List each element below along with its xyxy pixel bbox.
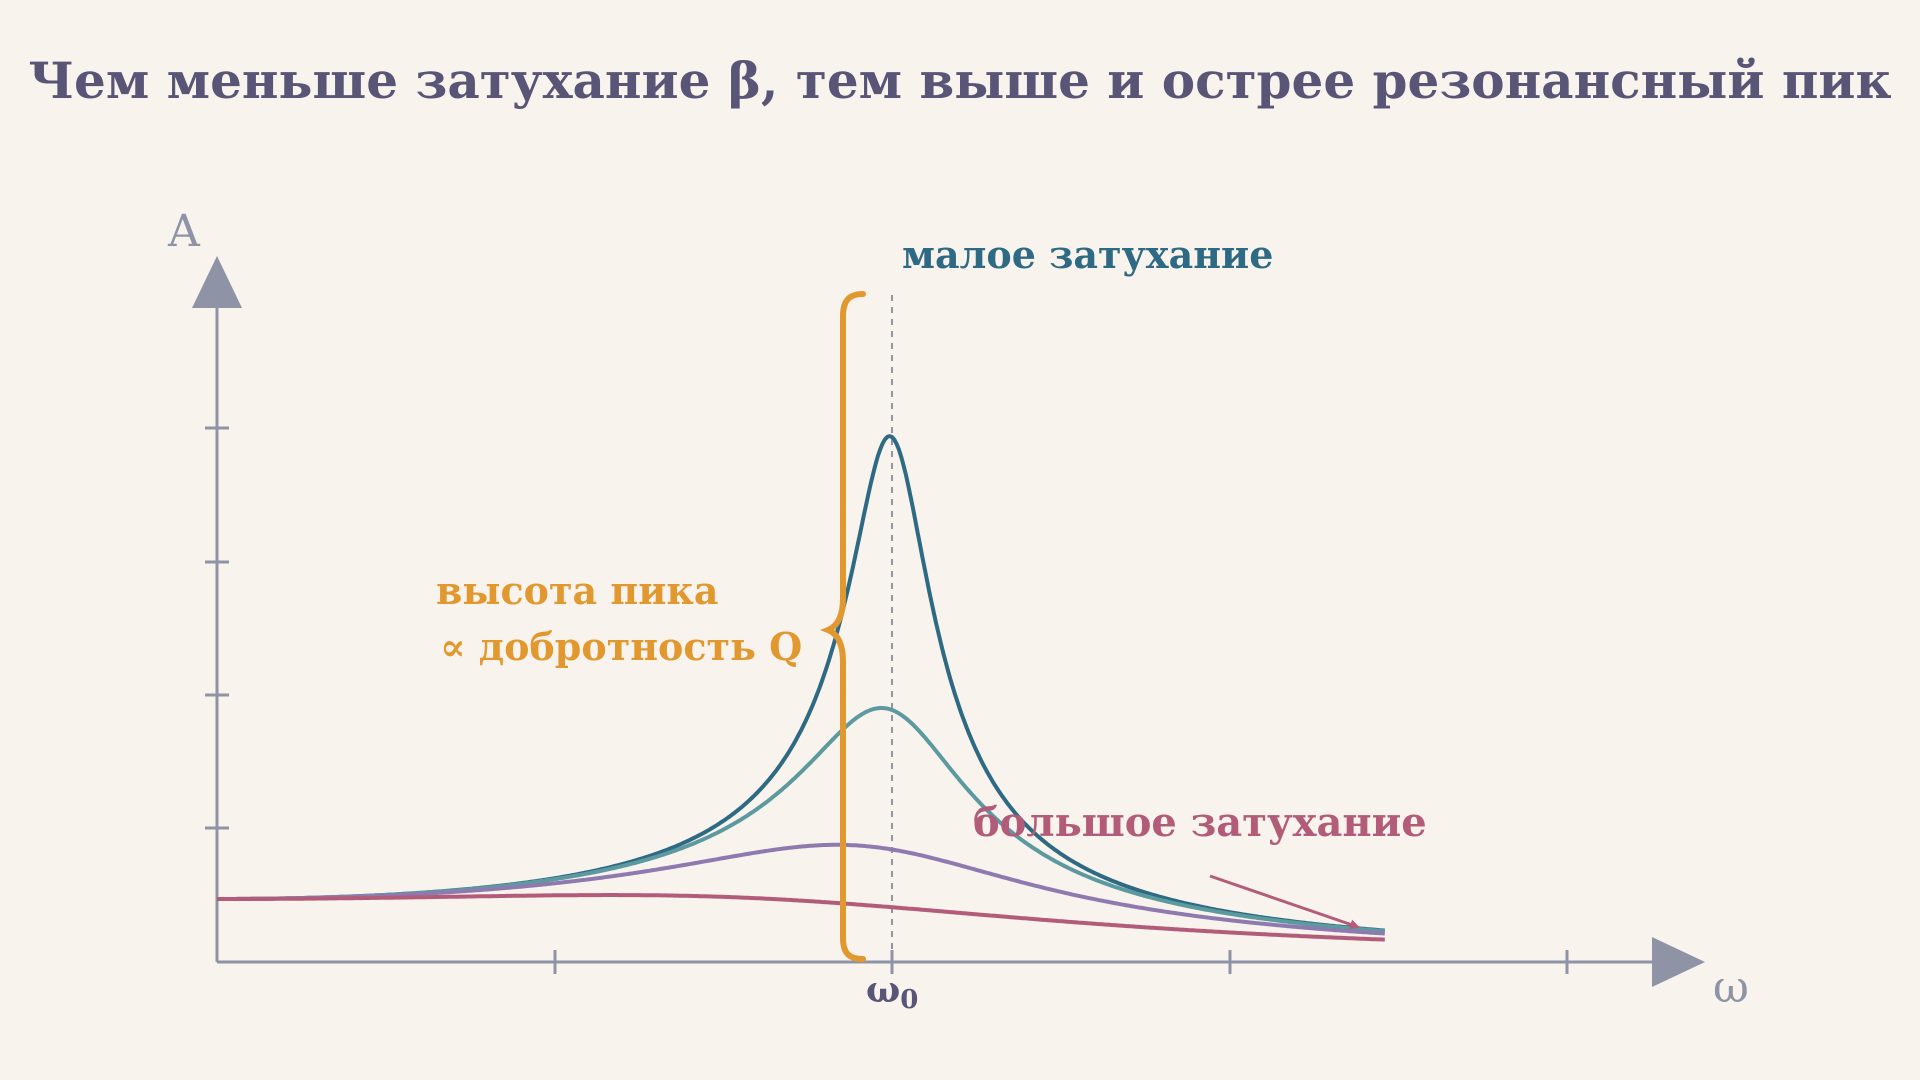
y-axis-label: A (167, 206, 201, 257)
x-axis-arrow (1652, 937, 1705, 987)
resonance-curves (217, 434, 1385, 942)
small-damping-label: малое затухание (902, 232, 1273, 277)
x-axis-label: ω (1713, 962, 1749, 1013)
page-title: Чем меньше затухание β, тем выше и остре… (28, 51, 1891, 110)
large-damping-label: большое затухание (973, 799, 1427, 846)
peak-height-label-line2: ∝ добротность Q (440, 624, 802, 669)
peak-height-label-line1: высота пика (436, 568, 718, 613)
y-axis-arrow (192, 256, 242, 308)
resonance-tick-label: ω0 (866, 969, 918, 1015)
large-damping-arrow (1209, 874, 1360, 930)
axes: A ω ω0 (167, 206, 1749, 1015)
peak-height-brace (819, 291, 866, 962)
resonance-curve-3 (217, 842, 1385, 936)
resonance-curve-1 (217, 434, 1385, 933)
resonance-curve-4 (217, 893, 1385, 942)
